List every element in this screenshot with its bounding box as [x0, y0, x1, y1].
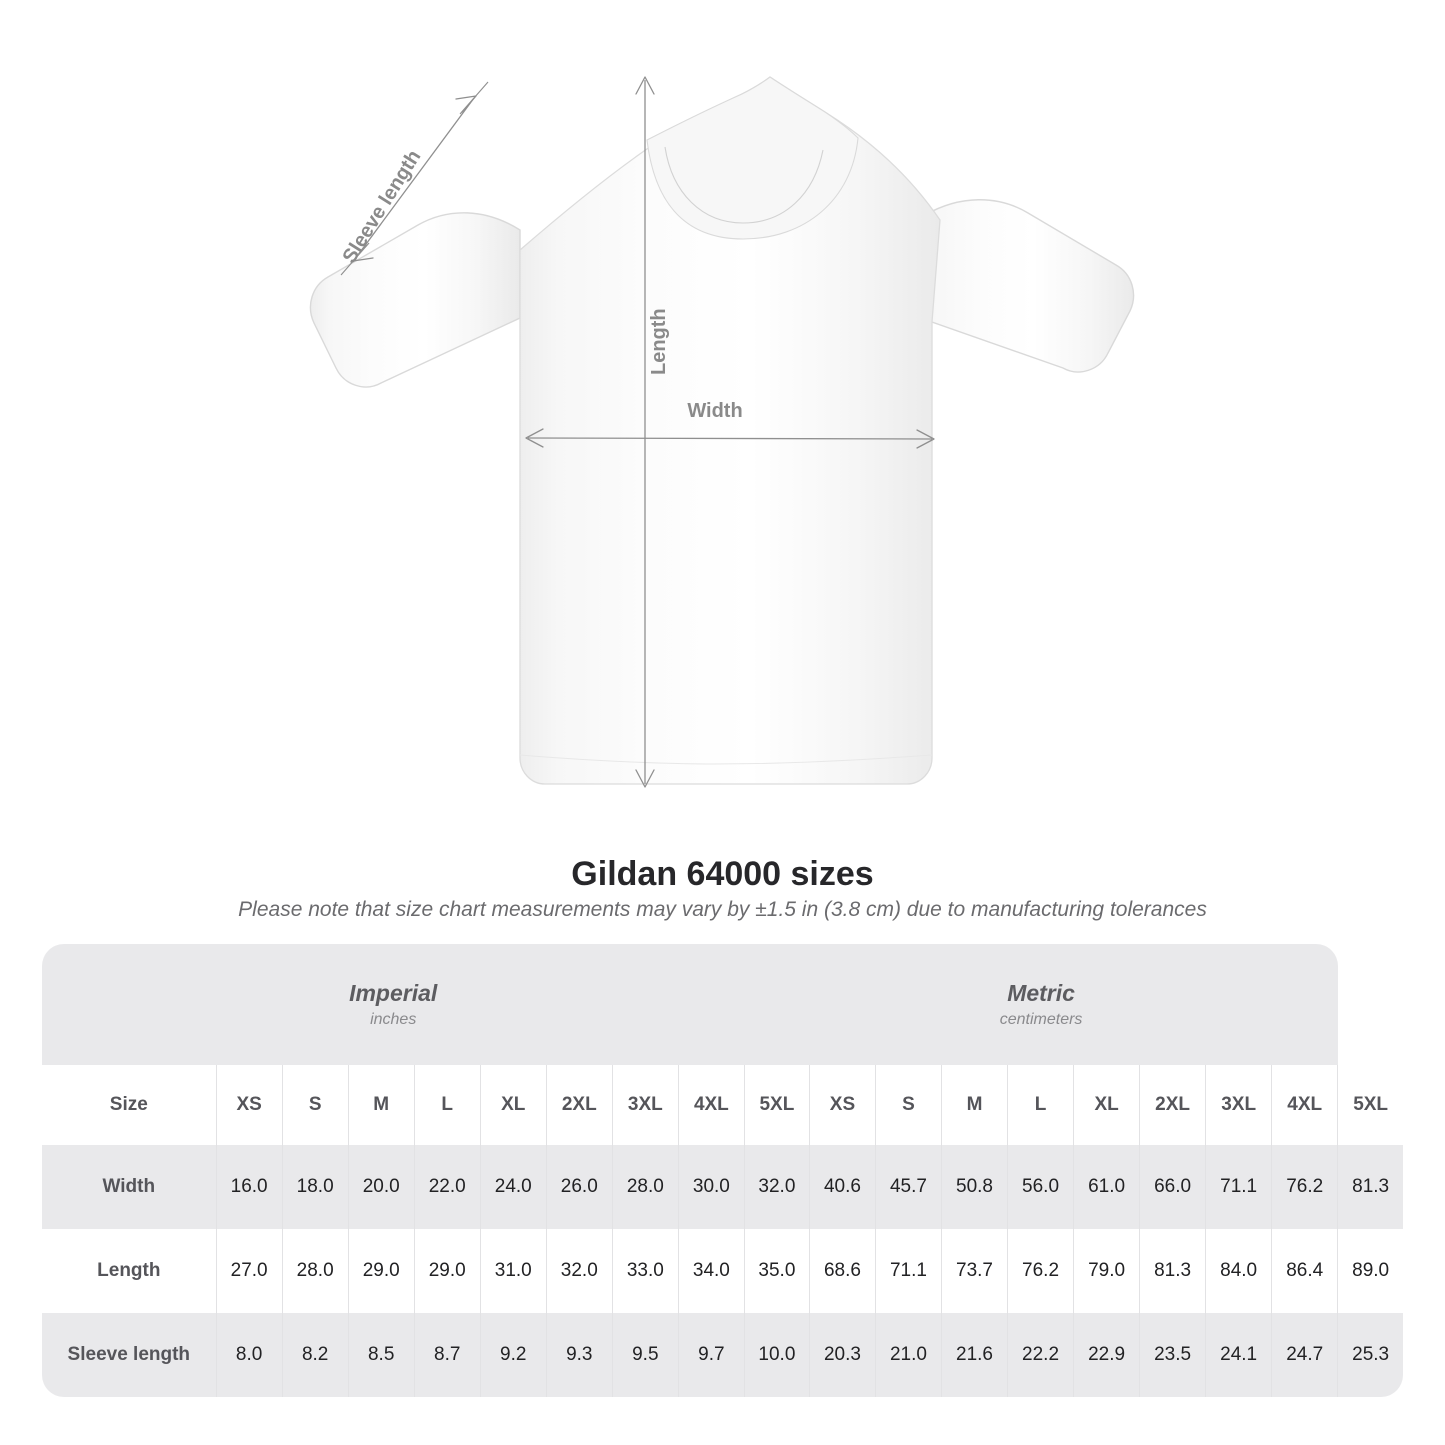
svg-text:Length: Length: [648, 308, 670, 375]
svg-text:Width: Width: [687, 400, 742, 422]
